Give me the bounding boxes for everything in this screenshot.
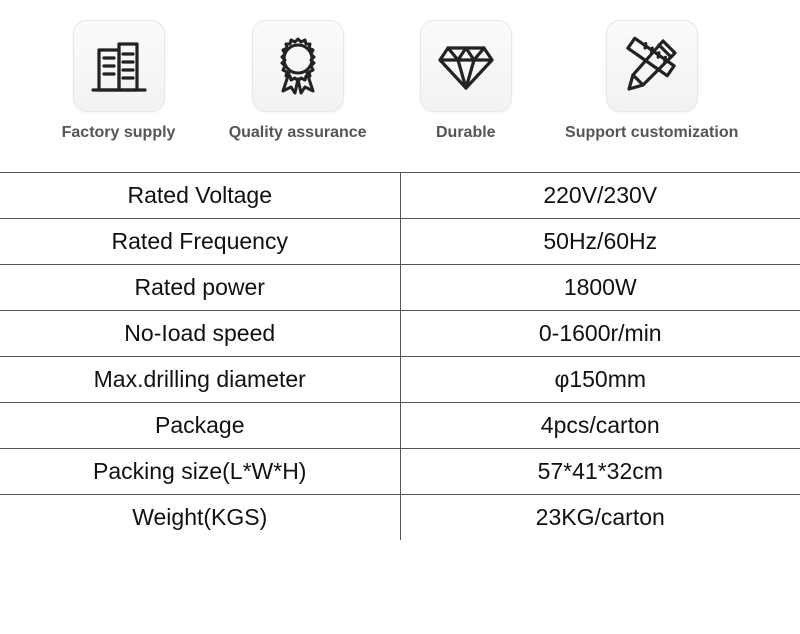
feature-row: Factory supply Quality assurance Durable [0, 0, 800, 172]
spec-value: 4pcs/carton [400, 403, 800, 449]
feature-customization: Support customization [565, 20, 738, 142]
factory-icon [73, 20, 165, 112]
feature-quality: Quality assurance [229, 20, 367, 142]
spec-param: Max.drilling diameter [0, 357, 400, 403]
spec-table: Rated Voltage220V/230VRated Frequency50H… [0, 172, 800, 540]
spec-param: Weight(KGS) [0, 495, 400, 541]
feature-label: Quality assurance [229, 124, 367, 142]
table-row: Max.drilling diameterφ150mm [0, 357, 800, 403]
customize-icon [606, 20, 698, 112]
spec-value: 220V/230V [400, 173, 800, 219]
table-row: Packing size(L*W*H)57*41*32cm [0, 449, 800, 495]
spec-param: No-Ioad speed [0, 311, 400, 357]
spec-value: 0-1600r/min [400, 311, 800, 357]
spec-param: Package [0, 403, 400, 449]
spec-value: 57*41*32cm [400, 449, 800, 495]
diamond-icon [420, 20, 512, 112]
table-row: Weight(KGS)23KG/carton [0, 495, 800, 541]
spec-param: Rated Frequency [0, 219, 400, 265]
table-row: No-Ioad speed0-1600r/min [0, 311, 800, 357]
feature-label: Factory supply [62, 124, 176, 142]
spec-param: Rated power [0, 265, 400, 311]
feature-label: Support customization [565, 124, 738, 142]
spec-value: 23KG/carton [400, 495, 800, 541]
spec-param: Packing size(L*W*H) [0, 449, 400, 495]
feature-factory: Factory supply [62, 20, 176, 142]
feature-durable: Durable [420, 20, 512, 142]
spec-value: φ150mm [400, 357, 800, 403]
table-row: Rated Voltage220V/230V [0, 173, 800, 219]
spec-value: 50Hz/60Hz [400, 219, 800, 265]
table-row: Rated power1800W [0, 265, 800, 311]
quality-icon [252, 20, 344, 112]
spec-param: Rated Voltage [0, 173, 400, 219]
table-row: Package4pcs/carton [0, 403, 800, 449]
spec-table-body: Rated Voltage220V/230VRated Frequency50H… [0, 173, 800, 541]
spec-value: 1800W [400, 265, 800, 311]
table-row: Rated Frequency50Hz/60Hz [0, 219, 800, 265]
feature-label: Durable [436, 124, 496, 142]
